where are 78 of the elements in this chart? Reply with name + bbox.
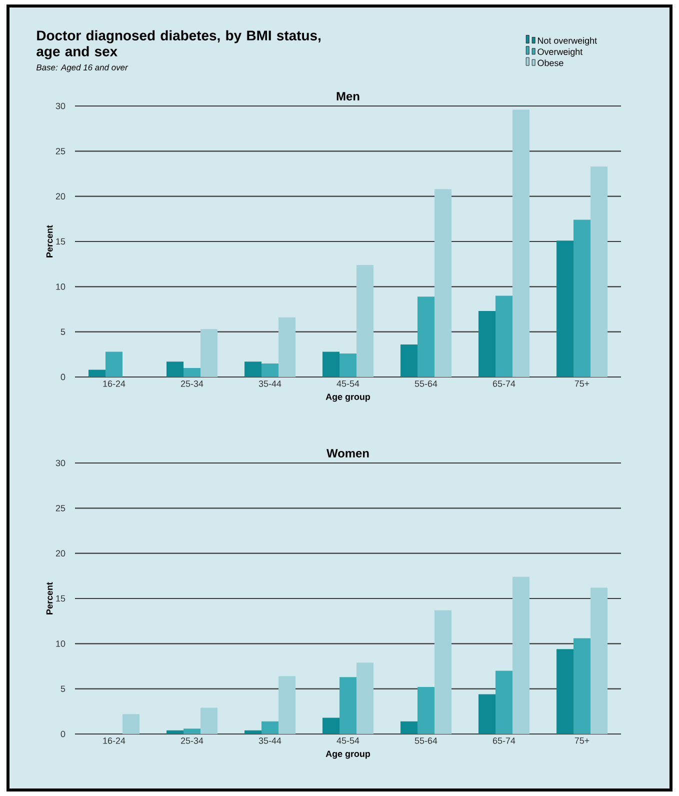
bar xyxy=(478,311,496,377)
bar xyxy=(200,708,218,734)
x-tick-label: 75+ xyxy=(574,738,590,744)
bar xyxy=(556,240,574,377)
y-tick-label: 15 xyxy=(56,238,66,245)
x-tick-label: 16-24 xyxy=(103,738,126,744)
y-tick-label: 5 xyxy=(60,328,66,335)
x-tick-label: 25-34 xyxy=(180,738,204,744)
bar xyxy=(356,662,374,734)
x-tick-label: 35-44 xyxy=(258,738,282,744)
bar xyxy=(322,718,340,734)
y-tick-label: 25 xyxy=(56,504,66,512)
bar xyxy=(590,588,608,734)
bar xyxy=(400,721,418,734)
bar xyxy=(339,354,356,377)
bar xyxy=(417,687,434,734)
text: Doctor diagnosed diabetes, by BMI status, age and sex xyxy=(36,30,320,60)
legend-label: Obese xyxy=(538,60,564,66)
y-tick-label: 20 xyxy=(56,550,66,557)
chart-title: Men xyxy=(336,92,360,100)
bar xyxy=(573,638,590,734)
bar xyxy=(244,730,262,734)
x-tick-label: 55-64 xyxy=(414,738,438,744)
bar xyxy=(278,317,296,377)
x-tick-label: 25-34 xyxy=(180,380,204,387)
bar xyxy=(434,189,452,377)
bar xyxy=(244,362,262,377)
bar xyxy=(556,649,574,734)
bar xyxy=(573,220,590,377)
x-tick-label: 45-54 xyxy=(336,738,360,744)
y-tick-label: 30 xyxy=(56,460,66,466)
y-tick-label: 0 xyxy=(60,730,66,738)
bar xyxy=(400,344,418,377)
bar xyxy=(184,368,200,377)
x-tick-label: 65-74 xyxy=(492,380,516,387)
bar xyxy=(278,676,296,734)
y-tick-label: 30 xyxy=(56,102,66,110)
bar xyxy=(434,610,452,734)
bar xyxy=(495,670,512,734)
x-tick-label: 35-44 xyxy=(258,380,282,387)
bar xyxy=(200,329,218,377)
x-tick-label: 75+ xyxy=(574,380,590,387)
bar xyxy=(356,264,374,377)
y-axis-title: Percent xyxy=(46,225,53,258)
x-axis-title: Age group xyxy=(326,750,370,759)
y-tick-label: 0 xyxy=(60,374,66,380)
x-tick-label: 45-54 xyxy=(336,380,360,387)
bar xyxy=(495,296,512,377)
bar xyxy=(590,166,608,377)
legend-label: Not overweight xyxy=(538,37,597,46)
bar xyxy=(512,110,530,377)
x-tick-label: 65-74 xyxy=(492,738,516,744)
bar xyxy=(184,728,200,734)
bar xyxy=(262,363,278,377)
x-tick-label: 16-24 xyxy=(103,380,126,387)
bar xyxy=(88,370,106,377)
bar xyxy=(122,714,140,734)
y-tick-label: 5 xyxy=(60,686,66,692)
x-tick-label: 55-64 xyxy=(414,380,438,387)
bar xyxy=(262,721,278,734)
bar xyxy=(512,576,530,734)
y-axis-title: Percent xyxy=(46,582,53,614)
text: Base: Aged 16 and over xyxy=(36,64,128,72)
bar xyxy=(339,677,356,734)
y-tick-label: 25 xyxy=(56,148,66,154)
y-tick-label: 10 xyxy=(56,283,66,290)
bar xyxy=(166,362,184,377)
legend-label: Overweight xyxy=(538,48,583,57)
y-tick-label: 15 xyxy=(56,595,66,602)
bar xyxy=(478,694,496,734)
x-axis-title: Age group xyxy=(326,394,370,402)
chart-title: Women xyxy=(326,449,369,458)
y-tick-label: 10 xyxy=(56,640,66,647)
bar xyxy=(166,730,184,734)
bar xyxy=(106,352,122,377)
bar xyxy=(322,352,340,377)
y-tick-label: 20 xyxy=(56,193,66,200)
bar xyxy=(417,296,434,377)
